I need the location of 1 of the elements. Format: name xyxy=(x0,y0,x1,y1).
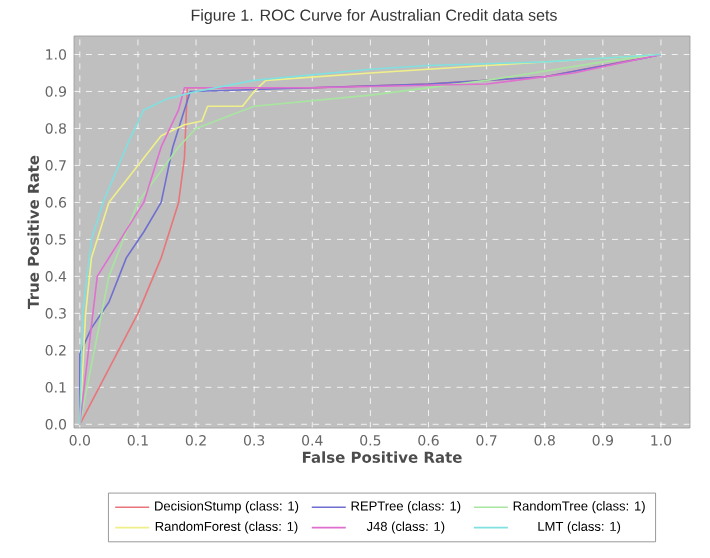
chart-title: Figure 1. ROC Curve for Australian Credit data sets xyxy=(191,9,557,24)
